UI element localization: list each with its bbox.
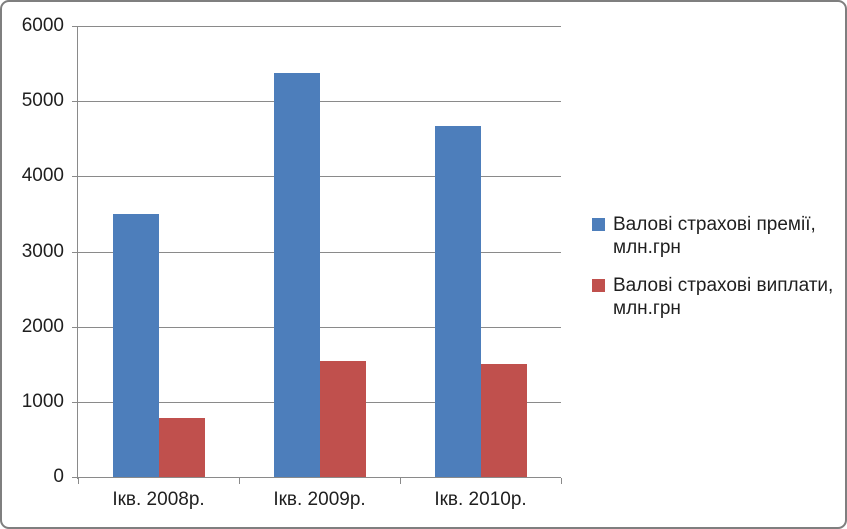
legend-swatch-payments <box>592 279 605 292</box>
gridline <box>78 251 561 253</box>
y-tick-mark <box>72 401 78 403</box>
y-tick-mark <box>72 477 78 478</box>
bar-premiums <box>434 125 481 477</box>
x-category-label: Ікв. 2010р. <box>434 489 527 510</box>
legend-label-line2: млн.грн <box>613 237 681 258</box>
legend-label-line2: млн.грн <box>613 298 681 319</box>
bar-payments <box>158 418 205 477</box>
bar-premiums <box>112 213 159 477</box>
bar-premiums <box>273 73 320 477</box>
x-tick-mark <box>239 478 240 484</box>
legend-label-line1: Валові страхові премії, <box>613 214 816 235</box>
x-category-label: Ікв. 2009р. <box>273 489 366 510</box>
y-axis-line <box>77 26 78 479</box>
plot-area <box>78 26 561 477</box>
legend-entry: Валові страхові виплати, млн.грн <box>592 274 842 320</box>
y-tick-label: 4000 <box>21 165 64 187</box>
legend: Валові страхові премії, млн.грн Валові стр… <box>592 213 842 335</box>
y-tick-label: 0 <box>53 466 64 487</box>
x-tick-mark <box>78 478 79 484</box>
gridline <box>78 101 561 103</box>
y-tick-label: 1000 <box>21 390 64 412</box>
y-tick-label: 3000 <box>21 240 64 262</box>
y-tick-mark <box>72 176 78 178</box>
y-tick-label: 5000 <box>21 90 64 112</box>
y-tick-mark <box>72 26 78 27</box>
y-tick-mark <box>72 251 78 253</box>
legend-entry: Валові страхові премії, млн.грн <box>592 213 842 259</box>
gridline <box>78 326 561 328</box>
x-axis-line <box>78 477 561 478</box>
y-tick-label: 2000 <box>21 315 64 337</box>
x-category-label: Ікв. 2008р. <box>112 489 205 510</box>
x-tick-mark <box>400 478 401 484</box>
y-tick-label: 6000 <box>21 15 64 36</box>
gridline <box>78 176 561 178</box>
bar-payments <box>480 364 527 477</box>
y-tick-mark <box>72 326 78 328</box>
legend-swatch-premiums <box>592 218 605 231</box>
gridline <box>78 26 561 27</box>
legend-label: Валові страхові премії, млн.грн <box>613 213 816 259</box>
y-tick-mark <box>72 101 78 103</box>
legend-label-line1: Валові страхові виплати, <box>613 275 834 296</box>
legend-label: Валові страхові виплати, млн.грн <box>613 274 833 320</box>
bar-payments <box>319 360 366 477</box>
x-tick-mark <box>561 478 562 484</box>
